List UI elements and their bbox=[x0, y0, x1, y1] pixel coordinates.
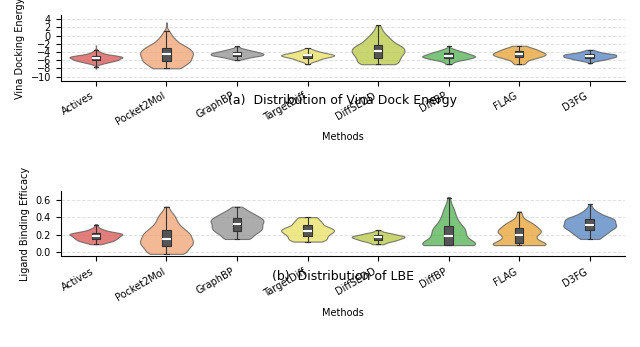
PathPatch shape bbox=[92, 234, 100, 239]
PathPatch shape bbox=[444, 226, 453, 245]
PathPatch shape bbox=[374, 45, 382, 58]
Title: (b)  Distribution of LBE: (b) Distribution of LBE bbox=[272, 270, 414, 283]
Title: (a)  Distribution of Vina Dock Energy: (a) Distribution of Vina Dock Energy bbox=[228, 94, 458, 107]
PathPatch shape bbox=[92, 56, 100, 60]
PathPatch shape bbox=[162, 230, 171, 246]
X-axis label: Methods: Methods bbox=[322, 132, 364, 142]
PathPatch shape bbox=[586, 54, 594, 58]
PathPatch shape bbox=[515, 51, 524, 57]
X-axis label: Methods: Methods bbox=[322, 308, 364, 318]
PathPatch shape bbox=[515, 228, 524, 243]
PathPatch shape bbox=[233, 218, 241, 231]
PathPatch shape bbox=[303, 225, 312, 236]
PathPatch shape bbox=[374, 235, 382, 240]
PathPatch shape bbox=[444, 53, 453, 58]
Y-axis label: Ligand Binding Efficacy: Ligand Binding Efficacy bbox=[20, 167, 30, 281]
PathPatch shape bbox=[303, 53, 312, 58]
Y-axis label: Vina Docking Energy: Vina Docking Energy bbox=[15, 0, 25, 99]
PathPatch shape bbox=[586, 219, 594, 230]
PathPatch shape bbox=[162, 48, 171, 61]
PathPatch shape bbox=[233, 52, 241, 56]
